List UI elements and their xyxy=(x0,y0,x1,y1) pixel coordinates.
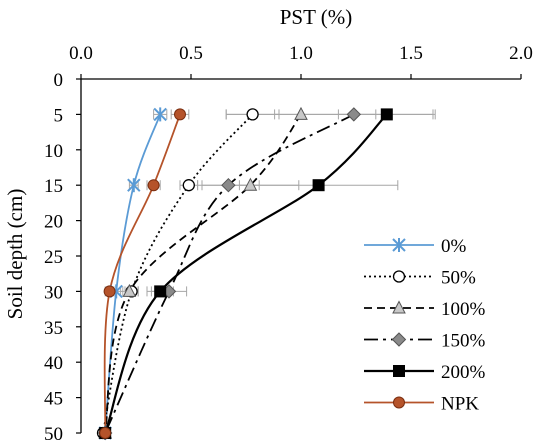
data-point xyxy=(99,427,112,439)
y-tick-label: 20 xyxy=(44,212,63,233)
series-lines xyxy=(102,113,388,434)
plot-area xyxy=(96,106,436,441)
legend-marker xyxy=(392,300,406,314)
y-tick-label: 5 xyxy=(54,105,64,126)
y-tick-label: 45 xyxy=(44,389,63,410)
data-point xyxy=(182,179,195,192)
x-tick-label: 0.5 xyxy=(179,43,203,64)
legend-marker xyxy=(392,270,406,283)
data-point xyxy=(246,108,259,121)
legend-label: 0% xyxy=(441,236,467,257)
data-point xyxy=(103,285,116,298)
y-tick-label: 30 xyxy=(44,282,63,303)
y-tick-label: 35 xyxy=(44,318,63,339)
legend-background xyxy=(350,228,520,418)
data-point xyxy=(153,107,167,122)
y-tick-label: 0 xyxy=(54,70,64,91)
legend-label: 100% xyxy=(441,299,486,320)
legend-marker xyxy=(392,238,406,252)
series-line xyxy=(104,113,302,434)
legend-label: NPK xyxy=(441,394,479,415)
legend: 0% 50% 100% 150% 200% NPK xyxy=(350,228,520,418)
y-tick-label: 10 xyxy=(44,141,63,162)
series-line xyxy=(104,113,355,434)
data-point xyxy=(127,178,141,193)
data-point xyxy=(346,107,362,122)
x-tick-label: 1.5 xyxy=(399,43,423,64)
legend-marker xyxy=(393,365,405,377)
x-axis-title: PST (%) xyxy=(280,5,353,29)
series-line xyxy=(104,113,388,434)
legend-label: 150% xyxy=(441,331,486,352)
x-tick-label: 0.0 xyxy=(69,43,93,64)
data-point xyxy=(380,108,393,121)
data-point xyxy=(312,179,325,192)
y-tick-label: 15 xyxy=(44,176,63,197)
data-point xyxy=(294,106,308,120)
data-point xyxy=(243,177,258,191)
x-tick-label: 1.0 xyxy=(289,43,313,64)
data-point xyxy=(154,285,167,298)
y-axis: 0 5 10 15 20 25 30 35 40 45 50 xyxy=(44,70,82,445)
data-point xyxy=(221,177,236,193)
x-axis: 0.0 0.5 1.0 1.5 2.0 xyxy=(69,43,533,80)
legend-label: 50% xyxy=(441,268,476,289)
series-line xyxy=(103,114,181,434)
y-tick-label: 40 xyxy=(44,353,63,374)
x-tick-label: 2.0 xyxy=(509,43,533,64)
legend-marker xyxy=(391,332,407,347)
data-point xyxy=(147,179,160,192)
y-tick-label: 50 xyxy=(44,424,63,445)
legend-marker xyxy=(393,396,405,409)
series-markers xyxy=(96,106,393,441)
legend-label: 200% xyxy=(441,362,486,383)
data-point xyxy=(174,108,186,121)
data-point xyxy=(122,283,137,297)
y-axis-title: Soil depth (cm) xyxy=(3,189,27,320)
y-tick-label: 25 xyxy=(44,247,63,268)
